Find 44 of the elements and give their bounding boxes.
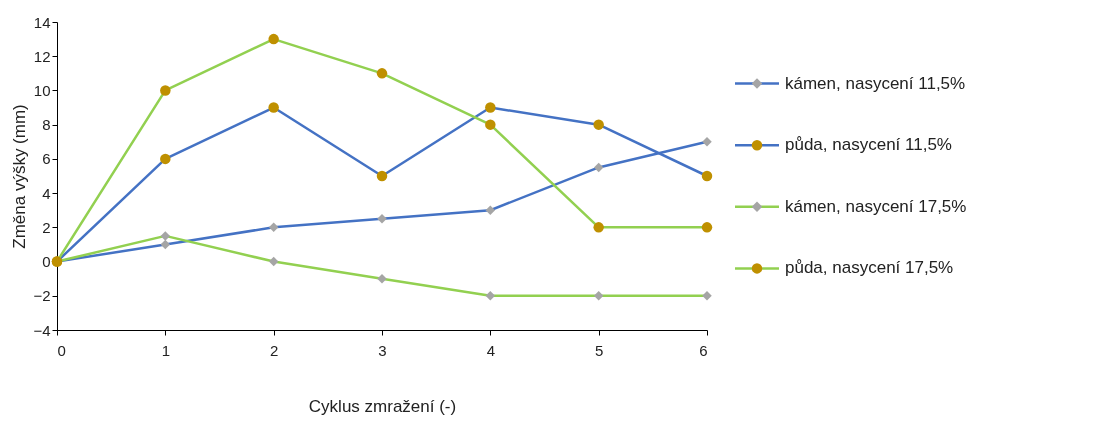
point [485, 102, 496, 113]
point [485, 205, 496, 215]
x-tick-label: 2 [269, 341, 279, 359]
x-tick-label: 4 [486, 341, 496, 359]
y-tick-label: −4 [33, 321, 51, 339]
x-axis-title: Cyklus zmražení (-) [308, 396, 457, 416]
point [485, 119, 496, 130]
point [377, 273, 387, 284]
y-tick-label: 14 [33, 13, 51, 31]
point [701, 222, 713, 233]
legend-label: kámen, nasycení 17,5% [785, 196, 967, 216]
point [593, 119, 604, 130]
y-tick-label: 2 [42, 218, 51, 236]
y-tick-label: 0 [42, 253, 51, 271]
x-tick-label: 3 [378, 341, 387, 359]
y-tick-label: 6 [42, 150, 51, 168]
y-tick-label: 10 [33, 81, 51, 99]
point [268, 33, 279, 45]
legend-label: půda, nasycení 17,5% [785, 258, 954, 278]
point [376, 68, 388, 79]
point [268, 256, 279, 267]
point [593, 291, 604, 301]
y-tick-label: 12 [33, 47, 51, 65]
x-tick-label: 5 [594, 341, 604, 359]
point [593, 162, 604, 173]
point [160, 239, 171, 250]
point [160, 153, 171, 165]
point [268, 222, 279, 233]
point [376, 170, 388, 182]
point [593, 222, 604, 233]
y-tick-label: 4 [42, 184, 51, 202]
x-tick-label: 0 [57, 341, 66, 359]
point [701, 170, 713, 182]
y-axis-title: Změna výšky (mm) [10, 104, 30, 249]
y-tick-label: 8 [42, 116, 51, 134]
point [485, 291, 496, 301]
legend-label: půda, nasycení 11,5% [785, 135, 952, 155]
point [268, 102, 279, 113]
y-tick-label: −2 [33, 287, 51, 305]
x-tick-label: 6 [699, 341, 708, 359]
point [160, 85, 171, 96]
point [160, 231, 171, 241]
legend-label: kámen, nasycení 11,5% [785, 73, 966, 93]
x-tick-label: 1 [161, 341, 171, 359]
